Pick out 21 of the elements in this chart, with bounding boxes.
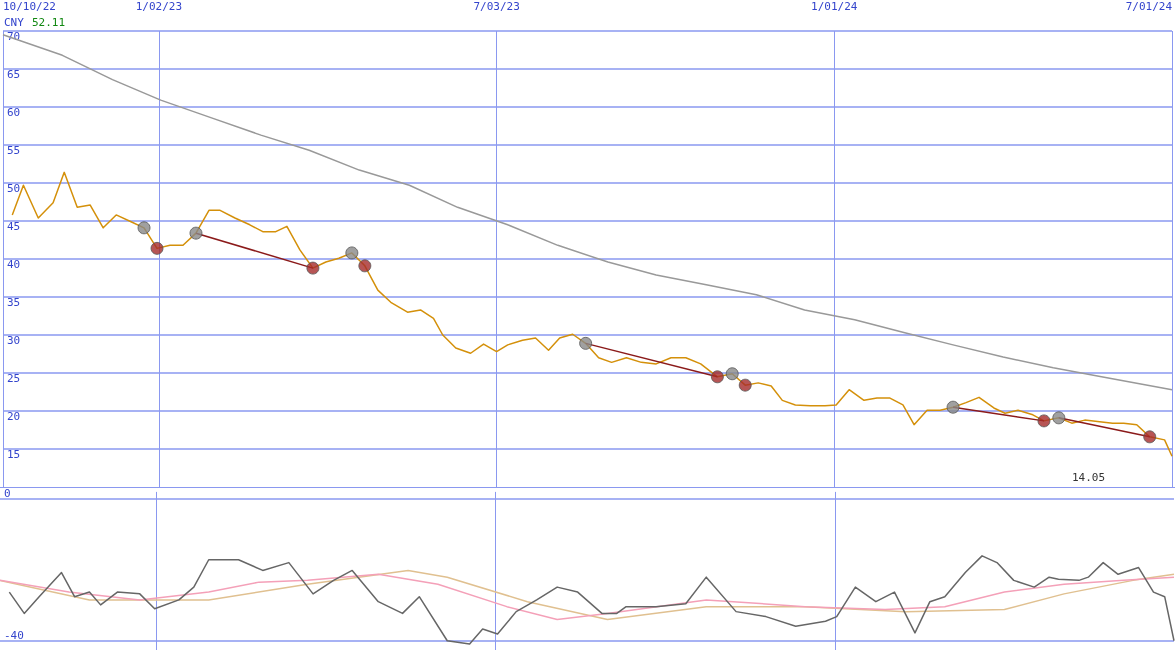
x-tick-label: 10/10/22 — [3, 0, 56, 13]
annotation: 14.05 — [1071, 471, 1106, 484]
x-tick-label: 1/01/24 — [811, 0, 858, 13]
y-axis-title: CNY — [4, 16, 25, 29]
y-tick-label: 0 — [4, 487, 11, 500]
x-tick-label: 1/02/23 — [135, 0, 183, 13]
y-tick-label: 55 — [7, 144, 21, 157]
y-tick-label: 40 — [7, 258, 21, 271]
y-tick-label: 20 — [7, 410, 21, 423]
x-tick-label: 7/03/23 — [473, 0, 520, 13]
text: 52.11 — [32, 16, 66, 29]
y-tick-label: 45 — [7, 220, 21, 233]
y-tick-label: 60 — [7, 106, 21, 119]
x-tick-label: 7/01/24 — [1125, 0, 1173, 13]
y-tick-label: 50 — [7, 182, 21, 195]
y-tick-label: 35 — [7, 296, 21, 309]
y-tick-label: 15 — [7, 448, 21, 461]
y-tick-label: 25 — [7, 372, 21, 385]
y-tick-label: 65 — [7, 68, 21, 81]
y-tick-label: -40 — [4, 629, 24, 643]
y-tick-label: 30 — [7, 334, 21, 347]
